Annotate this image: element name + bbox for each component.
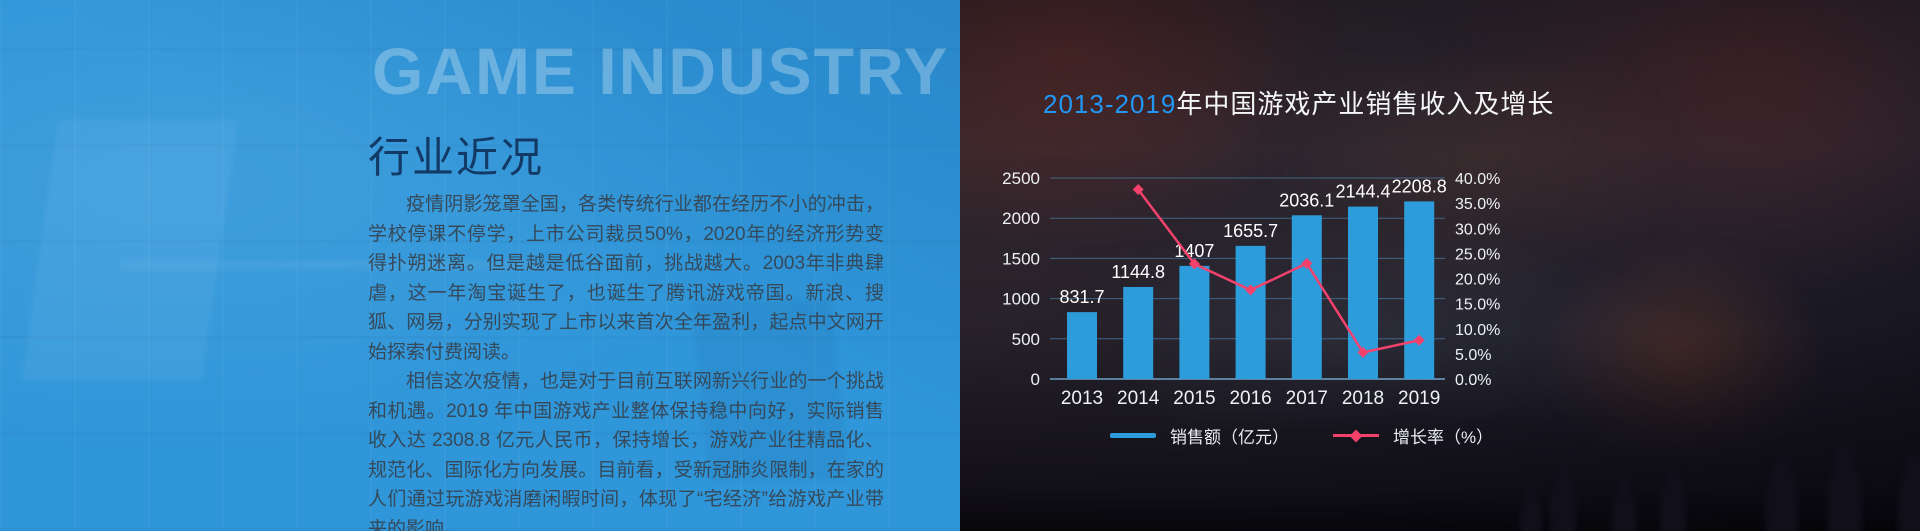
line-marker (1245, 284, 1257, 296)
right-tick-label: 15.0% (1455, 297, 1500, 314)
bar (1179, 265, 1210, 379)
left-tick-label: 1000 (1002, 290, 1040, 309)
bar (1404, 201, 1435, 379)
chart-title: 2013-2019年中国游戏产业销售收入及增长 (1043, 84, 1554, 121)
revenue-growth-chart: 0 500 1000 1500 2000 2500 0.0% 5.0% 10.0% 15.0% 20… (1002, 169, 1500, 409)
bar-label: 2036.1 (1279, 190, 1334, 210)
x-tick-label: 2016 (1229, 388, 1271, 409)
chart-title-rest: 年中国游戏产业销售收入及增长 (1176, 89, 1555, 119)
left-tick-label: 500 (1012, 330, 1040, 349)
legend-item-sales: 销售额（亿元） (1110, 423, 1289, 448)
right-tick-label: 30.0% (1455, 221, 1500, 238)
right-tick-label: 5.0% (1455, 347, 1491, 364)
section-title: 行业近况 (368, 134, 545, 182)
bar-label: 2208.8 (1392, 176, 1447, 196)
chess-piece-silhouette (1612, 491, 1636, 531)
line-marker (1132, 184, 1144, 196)
chess-piece-silhouette (1660, 483, 1686, 531)
right-tick-label: 10.0% (1455, 322, 1500, 339)
left-tick-label: 1500 (1002, 249, 1040, 268)
bar-label: 831.7 (1059, 287, 1104, 307)
bar (1123, 286, 1154, 379)
left-tick-label: 2500 (1002, 169, 1040, 188)
watermark-text: GAME INDUSTRY (372, 34, 950, 108)
chess-piece-silhouette (1898, 471, 1920, 531)
bar (1235, 245, 1266, 379)
bar (1291, 215, 1322, 379)
growth-line (1137, 188, 1420, 354)
bar-label: 1407 (1174, 241, 1214, 261)
chart-legend: 销售额（亿元） 增长率（%） (1110, 423, 1493, 448)
background-texture (120, 260, 540, 270)
right-tick-label: 20.0% (1455, 272, 1500, 289)
x-tick-label: 2019 (1398, 388, 1440, 409)
bar (1067, 312, 1097, 379)
right-tick-label: 40.0% (1455, 171, 1500, 188)
intro-paragraph: 相信这次疫情，也是对于目前互联网新兴行业的一个挑战和机遇。2019 年中国游戏产… (368, 371, 884, 531)
growth-legend-label: 增长率（%） (1393, 428, 1494, 447)
line-marker (1301, 257, 1313, 269)
line-marker (1357, 346, 1369, 358)
chess-piece-silhouette (1766, 469, 1798, 531)
chart-panel: 2013-2019年中国游戏产业销售收入及增长 0 500 1000 1500 2000… (960, 0, 1920, 531)
chess-piece-silhouette (1520, 499, 1542, 531)
chess-piece-silhouette (1828, 463, 1862, 531)
x-tick-label: 2017 (1286, 388, 1328, 409)
legend-item-growth: 增长率（%） (1333, 423, 1493, 448)
chess-piece-silhouette (1550, 477, 1576, 531)
x-tick-label: 2018 (1342, 388, 1384, 409)
intro-text-block: 疫情阴影笼罩全国，各类传统行业都在经历不小的冲击，学校停课不停学，上市公司裁员5… (368, 190, 884, 531)
bar-label: 1144.8 (1111, 262, 1165, 282)
sales-legend-label: 销售额（亿元） (1170, 428, 1289, 447)
right-tick-label: 25.0% (1455, 246, 1500, 263)
intro-panel: GAME INDUSTRY 行业近况 疫情阴影笼罩全国，各类传统行业都在经历不小… (0, 0, 960, 531)
left-tick-label: 2000 (1002, 209, 1040, 228)
intro-paragraph: 疫情阴影笼罩全国，各类传统行业都在经历不小的冲击，学校停课不停学，上市公司裁员5… (368, 194, 884, 363)
line-marker (1188, 258, 1200, 270)
sales-legend-swatch (1110, 433, 1156, 438)
bar-label: 1655.7 (1223, 221, 1278, 241)
chart-title-years: 2013-2019 (1043, 89, 1177, 119)
x-tick-label: 2014 (1117, 388, 1160, 409)
background-texture (21, 120, 239, 380)
x-tick-label: 2013 (1061, 388, 1103, 409)
growth-legend-swatch (1333, 434, 1379, 437)
right-tick-label: 0.0% (1455, 372, 1491, 389)
bar-label: 2144.4 (1335, 182, 1390, 202)
x-tick-label: 2015 (1173, 388, 1215, 409)
line-marker (1413, 334, 1425, 346)
left-tick-label: 0 (1031, 370, 1040, 389)
right-tick-label: 35.0% (1455, 196, 1500, 213)
